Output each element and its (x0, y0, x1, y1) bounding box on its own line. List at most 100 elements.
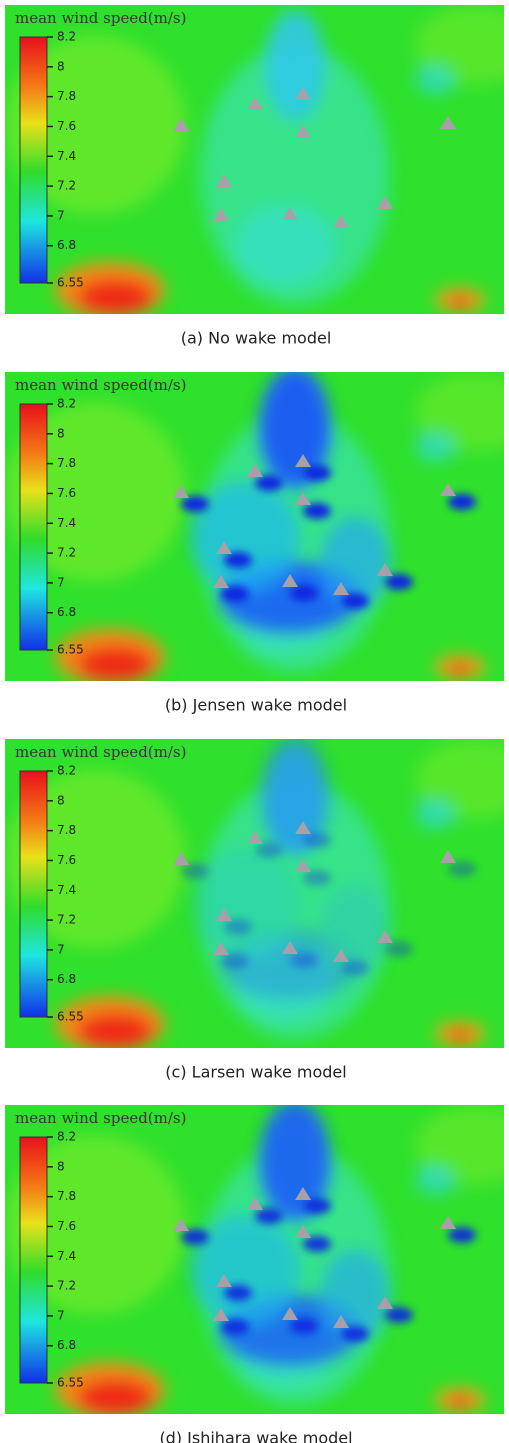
turbine (216, 541, 232, 554)
colorbar-tick-label: 7.4 (57, 149, 76, 163)
turbine-wakes (181, 465, 476, 609)
turbine-wake (385, 574, 413, 590)
turbine (295, 87, 311, 100)
turbine (282, 941, 298, 954)
turbine-wake (255, 475, 283, 491)
turbine (247, 464, 263, 477)
turbine-wake (303, 465, 331, 481)
blob (415, 739, 504, 819)
colorbar-tick-label: 7.6 (57, 486, 76, 500)
colorbar-tick-label: 7.4 (57, 883, 76, 897)
turbine (173, 118, 189, 131)
turbine-wake (385, 941, 413, 957)
blob (448, 1396, 472, 1408)
blob (415, 372, 504, 452)
turbine-wake (303, 832, 331, 848)
turbine-wake (303, 1236, 331, 1252)
turbine (440, 116, 456, 129)
colorbar (19, 770, 48, 1018)
colorbar-label: mean wind speed(m/s) (15, 1109, 186, 1127)
wake (260, 1105, 330, 1220)
turbine (173, 1218, 189, 1231)
panel: mean wind speed(m/s) 8.2 8 7.8 7.6 7.4 7.2 7 6.8… (5, 1105, 504, 1414)
wake (320, 517, 390, 607)
colorbar-tick-label: 8 (57, 426, 65, 440)
blob (415, 65, 455, 95)
turbine-wake (181, 496, 209, 512)
turbine (295, 492, 311, 505)
turbine (213, 1308, 229, 1321)
blob (77, 646, 153, 681)
turbine (440, 483, 456, 496)
turbine (295, 454, 311, 467)
turbine-wakes (181, 832, 476, 976)
turbine-wake (255, 1208, 283, 1224)
colorbar-tick-label: 6.55 (57, 643, 84, 657)
caption: (c) Larsen wake model (165, 1063, 346, 1082)
turbine (247, 1197, 263, 1210)
colorbar-tick-label: 6.8 (57, 238, 76, 252)
colorbar-tick-label: 8.2 (57, 764, 76, 778)
caption: (d) Ishihara wake model (159, 1429, 352, 1443)
colorbar-tick-label: 7 (57, 1308, 65, 1322)
colorbar-label: mean wind speed(m/s) (15, 743, 186, 761)
map-blobs (5, 5, 504, 314)
wind-map (5, 372, 504, 681)
turbine-wake (255, 842, 283, 858)
colorbar-tick-label: 8.2 (57, 30, 76, 44)
colorbar-tick-label: 6.8 (57, 1338, 76, 1352)
turbine-wake (385, 1307, 413, 1323)
colorbar-tick-label: 6.55 (57, 1376, 84, 1390)
turbine-wake (448, 1227, 476, 1243)
turbine-wake (290, 585, 318, 601)
colorbar (19, 1136, 48, 1384)
caption: (a) No wake model (181, 329, 332, 348)
blob (415, 5, 504, 85)
blob (5, 35, 185, 215)
turbine (440, 850, 456, 863)
panel: mean wind speed(m/s) 8.2 8 7.8 7.6 7.4 7.2 7 6.8… (5, 739, 504, 1048)
turbine (213, 208, 229, 221)
colorbar-tick-label: 7 (57, 942, 65, 956)
turbine (173, 485, 189, 498)
turbine (377, 196, 393, 209)
colorbar-tick-label: 6.55 (57, 1010, 84, 1024)
turbine-wake (303, 870, 331, 886)
turbine-wakes (181, 1198, 476, 1342)
wake (260, 739, 330, 854)
colorbar-tick-label: 7 (57, 208, 65, 222)
turbine (333, 582, 349, 595)
colorbar-tick-label: 8 (57, 793, 65, 807)
caption: (b) Jensen wake model (165, 696, 347, 715)
turbine-wake (303, 503, 331, 519)
turbine (247, 97, 263, 110)
turbine (282, 207, 298, 220)
blob (265, 10, 325, 120)
colorbar-tick-label: 7.6 (57, 119, 76, 133)
colorbar-tick-label: 7.4 (57, 516, 76, 530)
blob (415, 1105, 504, 1185)
colorbar-tick-label: 7.6 (57, 1219, 76, 1233)
colorbar-tick-label: 6.8 (57, 605, 76, 619)
colorbar-tick-label: 7.8 (57, 1189, 76, 1203)
colorbar (19, 403, 48, 651)
turbine (216, 1274, 232, 1287)
blob (415, 1165, 455, 1195)
turbine (213, 575, 229, 588)
turbine (377, 563, 393, 576)
colorbar-tick-label: 7.8 (57, 89, 76, 103)
turbine-wake (181, 863, 209, 879)
turbine (295, 859, 311, 872)
turbine-wake (224, 1285, 252, 1301)
turbine (247, 831, 263, 844)
colorbar-tick-label: 7.6 (57, 853, 76, 867)
blob (77, 1379, 153, 1414)
turbine (213, 942, 229, 955)
colorbar-tick-label: 8 (57, 1159, 65, 1173)
blob (448, 1030, 472, 1042)
turbine (216, 908, 232, 921)
blob (448, 663, 472, 675)
turbine (295, 1225, 311, 1238)
colorbar-tick-label: 7 (57, 575, 65, 589)
